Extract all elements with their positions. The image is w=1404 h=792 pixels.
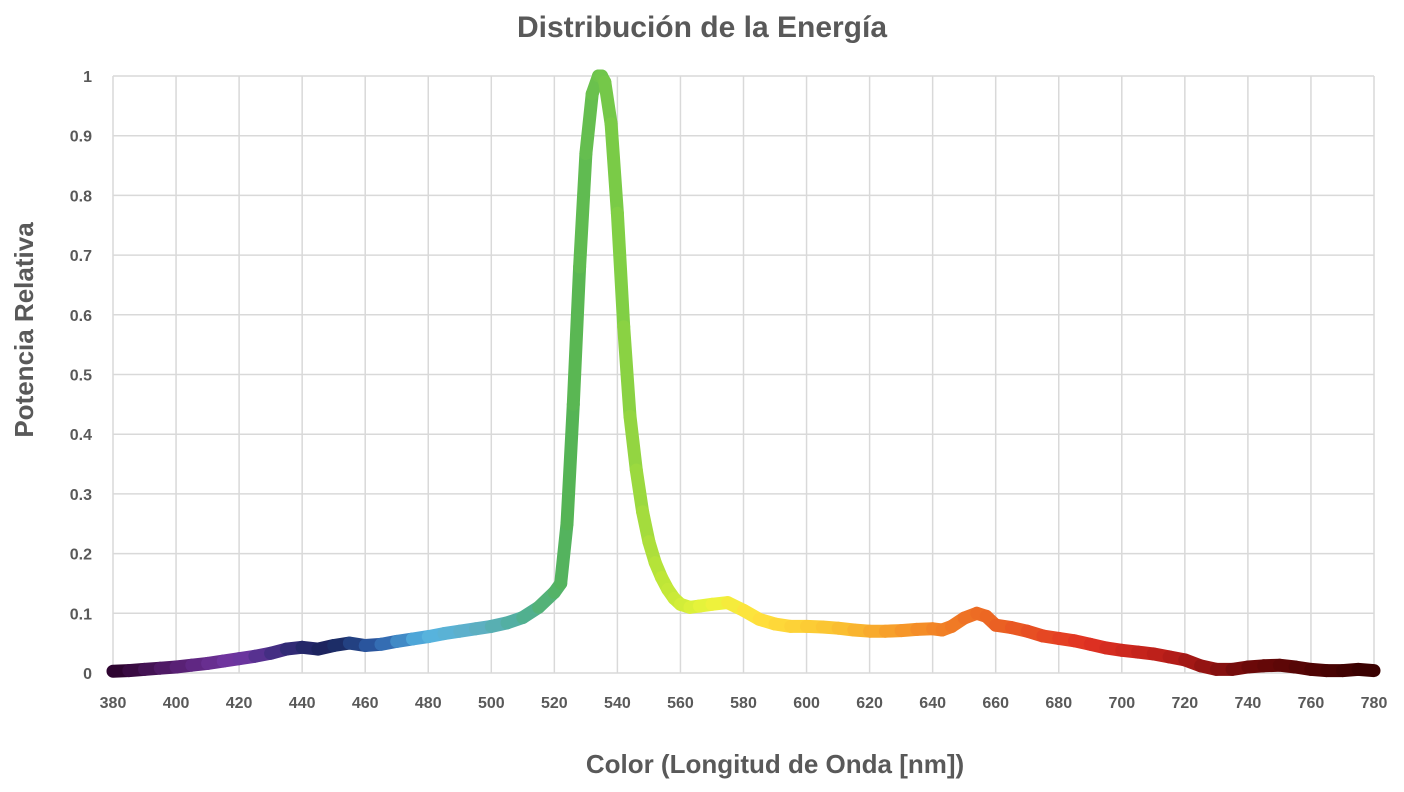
y-tick-label: 1 [83,69,92,86]
x-tick-label: 780 [1361,695,1388,712]
x-tick-label: 760 [1298,695,1325,712]
y-axis-title: Potencia Relativa [9,222,39,438]
spectrum-line-segment [554,517,574,590]
spectrum-line-segment [1351,662,1381,678]
y-tick-label: 0.7 [70,248,92,265]
x-tick-label: 580 [730,695,757,712]
x-tick-label: 500 [478,695,505,712]
spectrum-line-segment [629,463,650,519]
spectrum-line-segment [623,409,643,477]
y-tick-label: 0.1 [70,606,92,623]
x-tick-label: 400 [163,695,190,712]
x-tick-label: 520 [541,695,568,712]
x-tick-label: 380 [100,695,127,712]
chart-title: Distribución de la Energía [517,11,887,44]
y-tick-label: 0.4 [70,427,92,444]
x-tick-label: 720 [1171,695,1198,712]
spectrum-line-segment [610,206,631,334]
y-tick-label: 0.9 [70,129,92,146]
y-tick-label: 0.8 [70,188,92,205]
spectrum-line [106,69,1381,678]
spectrum-line-segment [573,147,593,274]
x-tick-label: 740 [1235,695,1262,712]
y-tick-label: 0.2 [70,547,92,564]
x-tick-label: 660 [982,695,1009,712]
x-tick-label: 440 [289,695,316,712]
x-tick-label: 460 [352,695,379,712]
spectrum-line-segment [560,397,580,531]
spectrum-line-segment [566,260,587,411]
spectrum-line-segment [579,87,599,161]
x-tick-label: 540 [604,695,631,712]
y-tick-label: 0.3 [70,487,92,504]
y-tick-label: 0 [83,666,92,683]
horizontal-gridlines [113,75,1374,674]
x-tick-label: 560 [667,695,694,712]
x-tick-label: 640 [919,695,946,712]
x-tick-label: 700 [1108,695,1135,712]
x-tick-label: 600 [793,695,820,712]
y-tick-label: 0.6 [70,308,92,325]
y-axis-ticks: 0 0.1 0.2 0.3 0.4 0.5 0.6 0.7 0.8 0.9 1 [70,69,92,683]
spectrum-line-segment [598,75,618,131]
x-axis-title: Color (Longitud de Onda [nm]) [586,749,964,779]
x-tick-label: 480 [415,695,442,712]
y-tick-label: 0.5 [70,368,92,385]
x-tick-label: 620 [856,695,883,712]
x-axis-ticks: 380 400 420 440 460 480 500 520 540 560 580 600 620 6… [100,695,1388,712]
x-tick-label: 680 [1045,695,1072,712]
x-tick-label: 420 [226,695,253,712]
spectrum-line-segment [617,320,637,423]
spectrum-line-segment [604,117,624,220]
